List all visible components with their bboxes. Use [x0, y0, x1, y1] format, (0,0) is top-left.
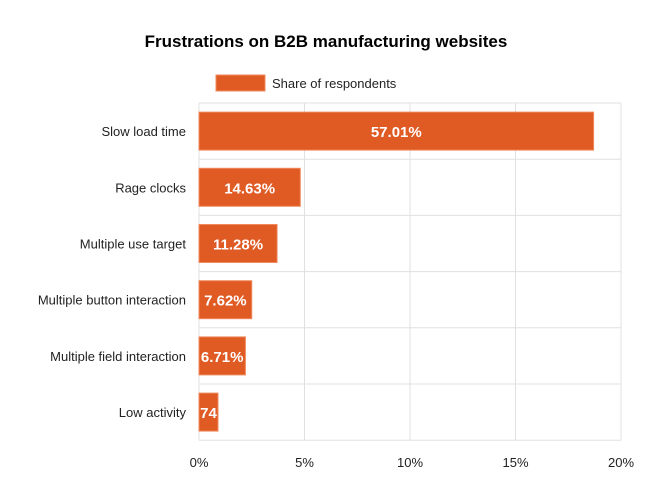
data-label: 74 — [200, 405, 217, 422]
category-label: Low activity — [119, 405, 187, 420]
bar — [198, 336, 246, 376]
legend-label: Share of respondents — [272, 76, 397, 91]
data-label: 11.28% — [213, 237, 263, 254]
category-label: Multiple button interaction — [38, 293, 186, 308]
data-label: 6.71% — [201, 349, 244, 366]
category-label: Multiple use target — [80, 237, 187, 252]
chart-title: Frustrations on B2B manufacturing websit… — [145, 32, 508, 51]
data-label: 7.62% — [204, 293, 247, 310]
category-label: Rage clocks — [115, 180, 186, 195]
bar — [198, 280, 253, 320]
x-tick-label: 5% — [295, 455, 314, 470]
data-label: 14.63% — [224, 180, 275, 197]
bar — [198, 111, 595, 151]
category-label: Multiple field interaction — [50, 349, 186, 364]
x-tick-label: 15% — [502, 455, 528, 470]
legend-swatch — [215, 74, 266, 92]
data-label: 57.01% — [371, 124, 422, 141]
bar — [198, 392, 219, 432]
bar — [198, 167, 301, 207]
category-label: Slow load time — [101, 124, 186, 139]
x-tick-label: 10% — [397, 455, 423, 470]
bar — [198, 224, 278, 263]
x-tick-label: 20% — [608, 455, 634, 470]
x-tick-label: 0% — [190, 455, 209, 470]
